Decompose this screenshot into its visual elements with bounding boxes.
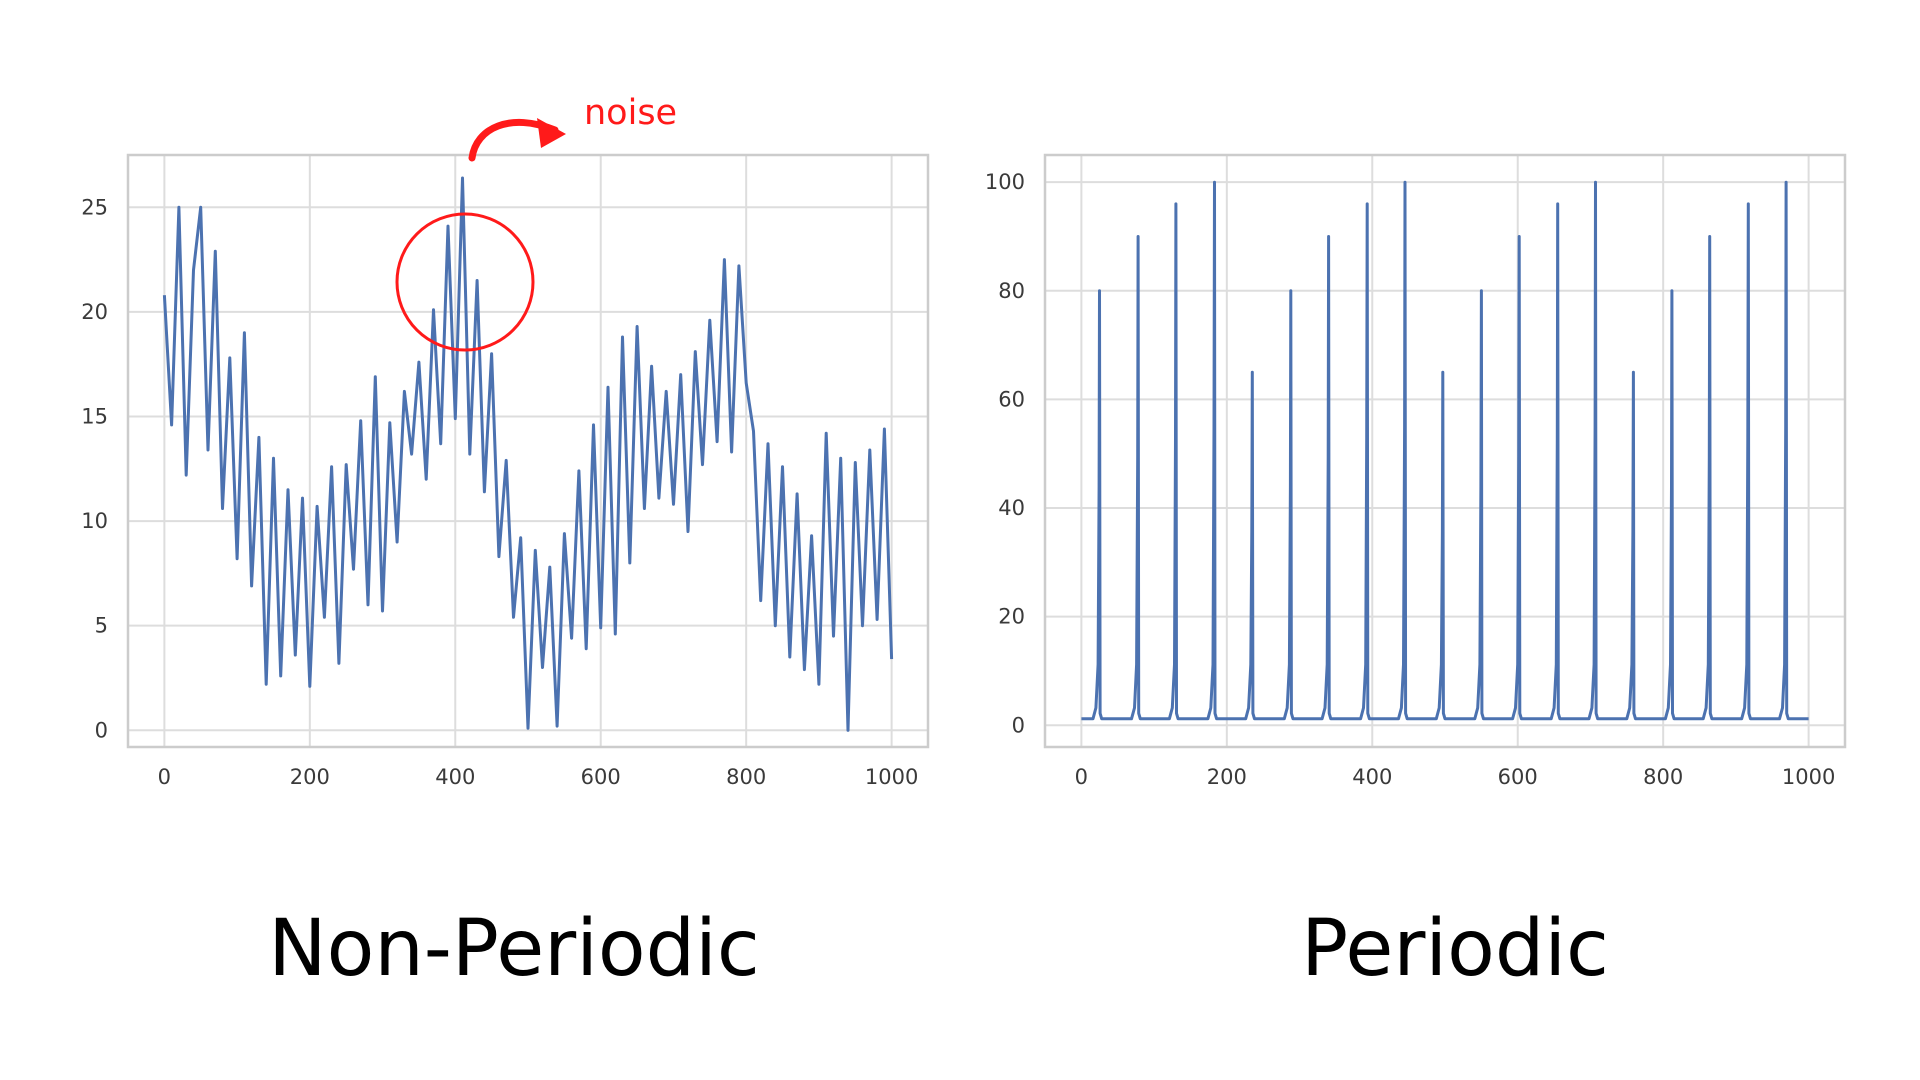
y-tick-label: 0 bbox=[1012, 713, 1025, 737]
y-tick-label: 100 bbox=[985, 170, 1025, 194]
periodic-caption: Periodic bbox=[1301, 904, 1609, 994]
right-tick-labels: 0 200 400 600 800 1000 0 20 40 60 80 100 bbox=[985, 170, 1835, 789]
left-series-line bbox=[162, 176, 894, 732]
left-plot-frame bbox=[126, 153, 930, 749]
x-tick-label: 200 bbox=[1207, 765, 1247, 789]
y-tick-label: 60 bbox=[998, 387, 1025, 411]
y-tick-label: 20 bbox=[81, 300, 108, 324]
noise-arrowhead-icon bbox=[537, 118, 566, 148]
x-tick-label: 400 bbox=[1352, 765, 1392, 789]
y-tick-label: 5 bbox=[95, 614, 108, 638]
noise-highlight-circle bbox=[395, 212, 535, 352]
right-series-line bbox=[1081, 180, 1809, 721]
x-tick-label: 400 bbox=[435, 765, 475, 789]
x-tick-label: 600 bbox=[1498, 765, 1538, 789]
series-line bbox=[162, 176, 894, 732]
y-tick-label: 20 bbox=[998, 605, 1025, 629]
x-tick-label: 1000 bbox=[865, 765, 918, 789]
y-tick-label: 15 bbox=[81, 404, 108, 428]
left-grid bbox=[128, 155, 928, 747]
noise-label: noise bbox=[584, 93, 677, 133]
y-tick-label: 40 bbox=[998, 496, 1025, 520]
x-tick-label: 0 bbox=[1075, 765, 1088, 789]
left-tick-labels: 0 200 400 600 800 1000 0 5 10 15 20 25 bbox=[81, 195, 918, 789]
x-tick-label: 800 bbox=[1643, 765, 1683, 789]
x-tick-label: 200 bbox=[290, 765, 330, 789]
non-periodic-chart: 0 200 400 600 800 1000 0 5 10 15 20 25 bbox=[81, 153, 930, 789]
x-tick-label: 800 bbox=[726, 765, 766, 789]
non-periodic-caption: Non-Periodic bbox=[268, 904, 759, 994]
right-grid bbox=[1045, 155, 1845, 747]
y-tick-label: 80 bbox=[998, 279, 1025, 303]
right-plot-frame bbox=[1043, 153, 1847, 749]
x-tick-label: 0 bbox=[158, 765, 171, 789]
x-tick-label: 1000 bbox=[1782, 765, 1835, 789]
periodic-chart: 0 200 400 600 800 1000 0 20 40 60 80 100 bbox=[985, 153, 1847, 789]
y-tick-label: 25 bbox=[81, 195, 108, 219]
x-tick-label: 600 bbox=[581, 765, 621, 789]
y-tick-label: 10 bbox=[81, 509, 108, 533]
noise-annotation: noise bbox=[395, 93, 677, 352]
series-line bbox=[1081, 180, 1809, 721]
y-tick-label: 0 bbox=[95, 718, 108, 742]
